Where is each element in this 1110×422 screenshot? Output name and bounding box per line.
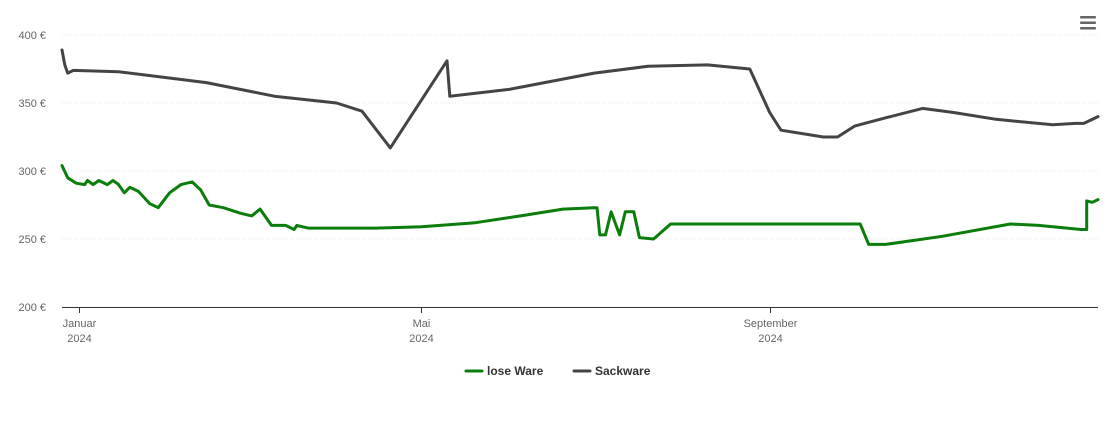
hamburger-menu-icon bbox=[1080, 16, 1096, 19]
chart-menu-button[interactable] bbox=[1080, 16, 1096, 30]
legend-item-lose-ware[interactable]: lose Ware bbox=[464, 364, 544, 378]
x-tick-month-label: Mai bbox=[413, 318, 431, 330]
legend-label: lose Ware bbox=[487, 364, 544, 378]
series-line-lose-ware[interactable] bbox=[60, 164, 1100, 246]
legend-label: Sackware bbox=[595, 364, 651, 378]
series-lines bbox=[60, 48, 1100, 246]
legend[interactable]: lose Ware Sackware bbox=[464, 364, 651, 378]
legend-item-sackware[interactable]: Sackware bbox=[572, 364, 651, 378]
x-tick-year-label: 2024 bbox=[758, 333, 782, 345]
series-line-sackware[interactable] bbox=[60, 48, 1100, 150]
x-tick-year-label: 2024 bbox=[409, 333, 433, 345]
x-tick-year-label: 2024 bbox=[67, 333, 91, 345]
y-tick-label: 400 € bbox=[18, 30, 46, 42]
y-tick-label: 300 € bbox=[18, 166, 46, 178]
y-tick-label: 350 € bbox=[18, 98, 46, 110]
x-tick-month-label: Januar bbox=[63, 318, 97, 330]
axes: 200 € 250 € 300 € 350 € 400 € Januar 2024 Mai 20… bbox=[18, 30, 1098, 345]
x-tick-month-label: September bbox=[744, 318, 798, 330]
y-tick-label: 200 € bbox=[18, 302, 46, 314]
y-tick-label: 250 € bbox=[18, 234, 46, 246]
